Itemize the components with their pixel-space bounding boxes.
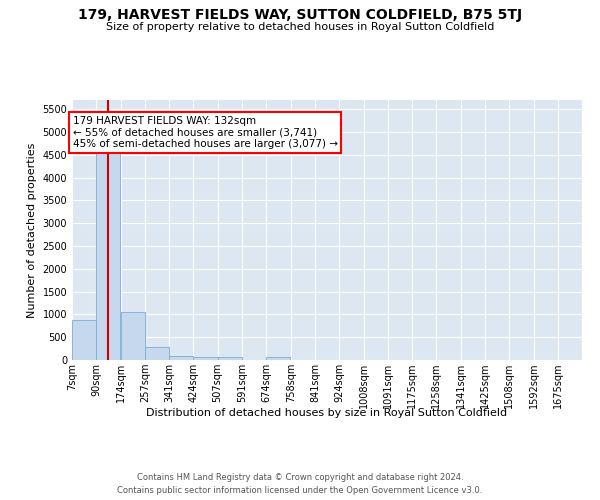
Bar — [218, 357, 242, 360]
Bar — [266, 358, 290, 360]
Text: 179, HARVEST FIELDS WAY, SUTTON COLDFIELD, B75 5TJ: 179, HARVEST FIELDS WAY, SUTTON COLDFIEL… — [78, 8, 522, 22]
Text: Contains public sector information licensed under the Open Government Licence v3: Contains public sector information licen… — [118, 486, 482, 495]
Bar — [169, 356, 193, 360]
Bar — [145, 347, 169, 360]
Text: Size of property relative to detached houses in Royal Sutton Coldfield: Size of property relative to detached ho… — [106, 22, 494, 32]
Y-axis label: Number of detached properties: Number of detached properties — [27, 142, 37, 318]
Bar — [121, 312, 145, 360]
Bar — [96, 152, 121, 360]
Bar — [193, 357, 218, 360]
Text: 179 HARVEST FIELDS WAY: 132sqm
← 55% of detached houses are smaller (3,741)
45% : 179 HARVEST FIELDS WAY: 132sqm ← 55% of … — [73, 116, 338, 149]
Bar — [72, 320, 96, 360]
Text: Contains HM Land Registry data © Crown copyright and database right 2024.: Contains HM Land Registry data © Crown c… — [137, 474, 463, 482]
Text: Distribution of detached houses by size in Royal Sutton Coldfield: Distribution of detached houses by size … — [146, 408, 508, 418]
